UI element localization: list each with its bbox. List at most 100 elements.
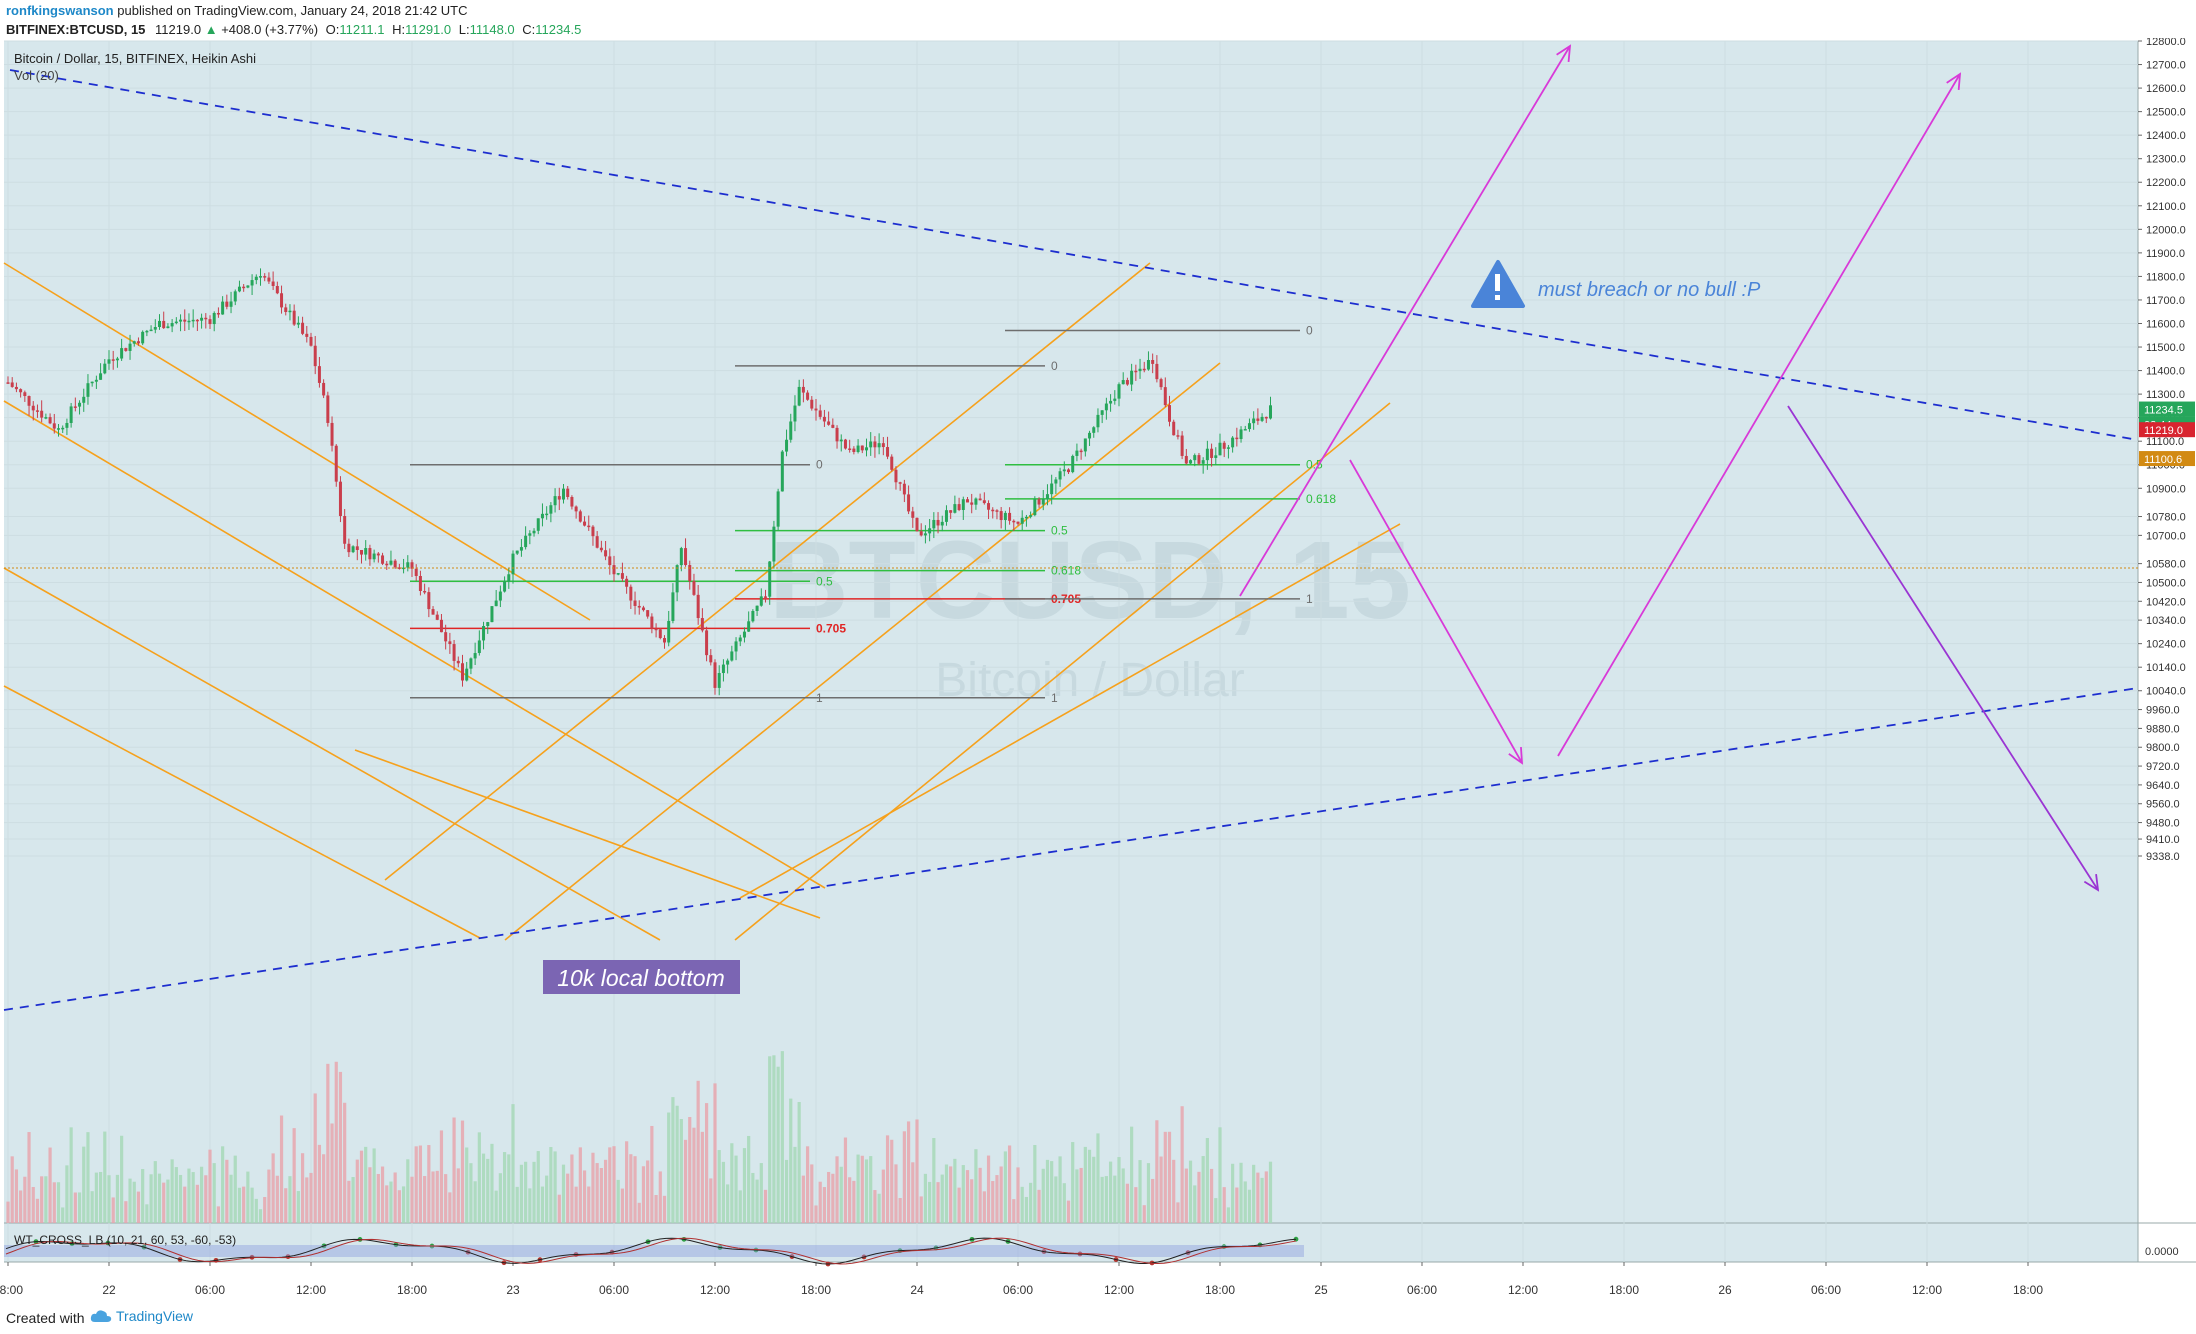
candle-body	[982, 500, 986, 504]
volume-bar	[591, 1152, 595, 1223]
volume-bar	[877, 1193, 881, 1223]
volume-bar	[873, 1190, 877, 1223]
volume-bar	[115, 1174, 120, 1223]
candle-body	[343, 516, 347, 544]
candle-body	[1193, 455, 1197, 461]
volume-label: Vol (20)	[14, 68, 59, 83]
breach-note-text: must breach or no bull :P	[1538, 279, 1761, 301]
candle-body	[886, 447, 890, 457]
volume-bar	[52, 1182, 56, 1223]
candle-body	[1168, 405, 1171, 422]
candle-body	[839, 439, 843, 442]
candle-body	[52, 423, 56, 429]
volume-bar	[271, 1153, 275, 1223]
volume-bar	[1197, 1171, 1201, 1223]
volume-bar	[852, 1180, 856, 1223]
candle-body	[907, 494, 911, 512]
candle-body	[1151, 360, 1155, 364]
volume-bar	[784, 1159, 789, 1223]
candle-body	[890, 456, 894, 470]
price-tick-label: 10900.0	[2146, 483, 2186, 495]
volume-bar	[153, 1161, 157, 1223]
volume-bar	[1100, 1176, 1104, 1223]
candle-body	[44, 417, 48, 419]
volume-bar	[103, 1131, 107, 1223]
volume-bar	[549, 1147, 553, 1223]
time-tick-label: 12:00	[1912, 1283, 1942, 1297]
candle-body	[806, 392, 810, 400]
volume-bar	[322, 1154, 326, 1223]
candle-body	[330, 422, 334, 446]
candle-body	[940, 521, 944, 526]
volume-bar	[44, 1176, 48, 1223]
candle-body	[435, 614, 439, 620]
volume-bar	[970, 1179, 974, 1223]
author-link[interactable]: ronfkingswanson	[6, 3, 114, 18]
candle-body	[1054, 479, 1058, 484]
candle-body	[444, 632, 448, 642]
time-tick-label: 12:00	[700, 1283, 730, 1297]
candle-body	[755, 605, 759, 611]
volume-bar	[317, 1144, 322, 1223]
candle-body	[658, 629, 662, 639]
candle-body	[646, 610, 650, 617]
candle-body	[1231, 437, 1235, 448]
arrow-head	[1556, 44, 1572, 63]
volume-bar	[14, 1169, 19, 1223]
candle-body	[136, 341, 140, 344]
candle-body	[179, 319, 183, 322]
volume-bar	[73, 1192, 77, 1223]
volume-bar	[810, 1164, 814, 1223]
volume-bar	[364, 1146, 368, 1223]
candle-body	[309, 336, 313, 346]
candle-body	[355, 546, 359, 550]
candle-body	[418, 575, 422, 591]
candle-body	[1045, 494, 1049, 500]
candle-body	[153, 327, 157, 330]
volume-bar	[587, 1186, 591, 1223]
volume-bar	[1130, 1126, 1134, 1223]
price-axis: 12800.0 12700.0 12600.0 12500.0 12400.0 12300…	[2138, 38, 2195, 863]
candle-body	[1067, 469, 1070, 473]
volume-bar	[452, 1117, 456, 1223]
price-tick-label: 9800.0	[2146, 742, 2180, 754]
last-price-badge	[2139, 422, 2195, 438]
volume-bar	[338, 1071, 343, 1223]
volume-bar	[1167, 1131, 1172, 1223]
change-up-icon: ▲	[204, 22, 218, 37]
volume-bar	[814, 1205, 818, 1223]
time-tick-label: 12:00	[296, 1283, 326, 1297]
candle-body	[515, 550, 519, 554]
candle-body	[553, 496, 557, 506]
price-chart[interactable]: BTCUSD, 15 Bitcoin / Dollar 00.50.705100…	[0, 38, 2196, 1300]
candle-body	[852, 448, 856, 452]
candle-body	[1104, 403, 1108, 411]
candle-body	[86, 383, 90, 397]
volume-bar	[1180, 1106, 1184, 1223]
volume-bar	[928, 1181, 932, 1223]
tradingview-link[interactable]: TradingView	[90, 1308, 193, 1324]
volume-bar	[932, 1138, 936, 1223]
price-tick-label: 10240.0	[2146, 639, 2186, 651]
volume-bar	[292, 1128, 296, 1223]
volume-bar	[717, 1150, 721, 1223]
candle-body	[507, 574, 511, 582]
price-tick-label: 10140.0	[2146, 662, 2186, 674]
volume-bar	[519, 1164, 524, 1223]
candle-body	[313, 345, 317, 367]
volume-bar	[608, 1147, 612, 1223]
candle-body	[856, 445, 860, 452]
candle-body	[1163, 387, 1167, 406]
volume-bar	[902, 1131, 906, 1223]
price-tick-label: 11900.0	[2146, 248, 2185, 260]
candle-body	[776, 491, 780, 527]
channel-line	[3, 567, 661, 941]
candle-body	[974, 498, 978, 505]
volume-bar	[27, 1132, 31, 1223]
volume-bar	[107, 1175, 111, 1223]
volume-bar	[486, 1158, 490, 1223]
price-tick-label: 9338.0	[2146, 851, 2180, 863]
candle-body	[368, 548, 372, 560]
candle-body	[267, 277, 271, 282]
candle-body	[663, 638, 666, 643]
